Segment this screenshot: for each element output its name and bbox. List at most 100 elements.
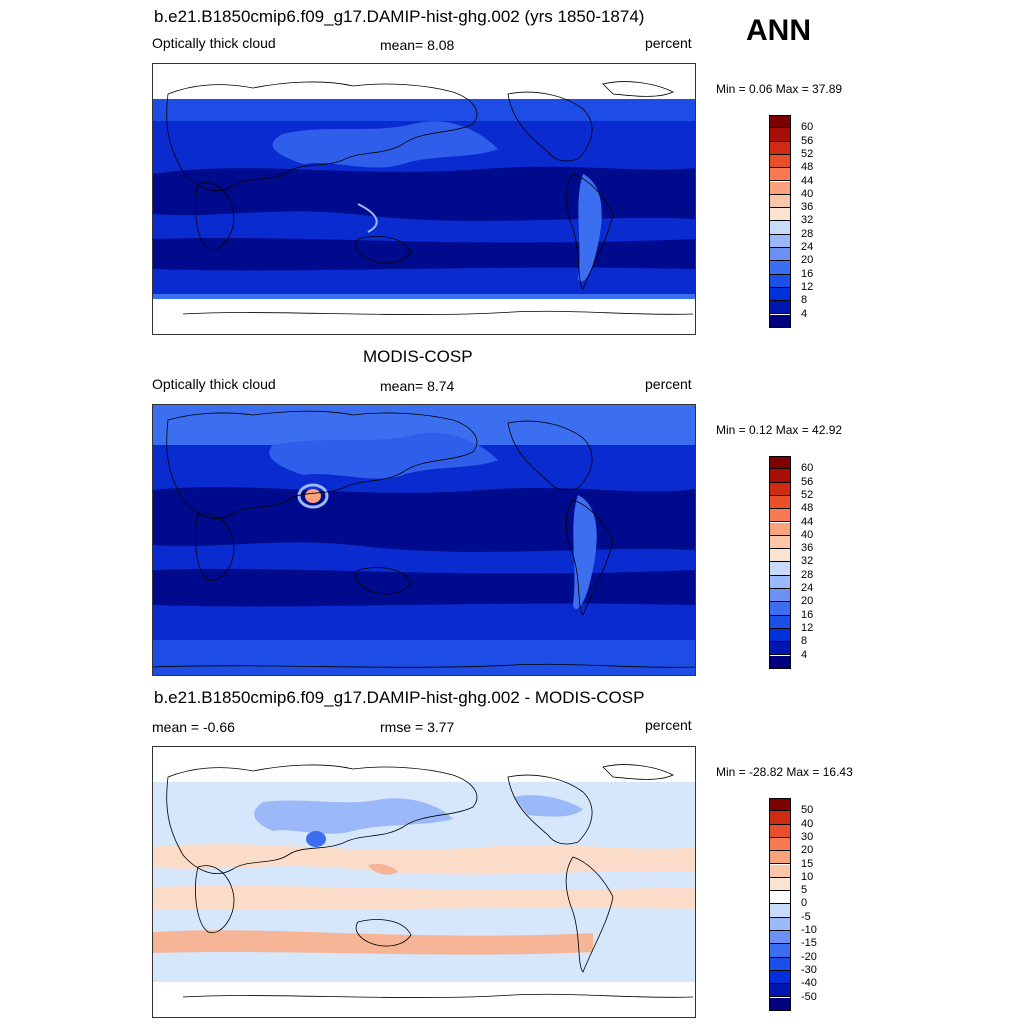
colorbar-swatch (769, 168, 791, 182)
colorbar-swatch (769, 181, 791, 195)
obs-field-hotspot (305, 489, 321, 503)
colorbar-tick-label: 60 (801, 462, 814, 475)
colorbar-swatch (769, 917, 791, 931)
colorbar-swatch (769, 984, 791, 998)
obs-field-asia (269, 433, 498, 479)
panel-model-minmax: Min = 0.06 Max = 37.89 (716, 82, 843, 96)
colorbar-tick-label: 30 (801, 830, 814, 843)
panel-obs-mean: mean= 8.74 (380, 378, 455, 394)
colorbar-swatch (769, 575, 791, 589)
colorbar-swatch (769, 837, 791, 852)
panel-diff-map (152, 746, 696, 1018)
colorbar-swatch (769, 891, 791, 905)
colorbar-tick-label: 44 (801, 515, 814, 528)
colorbar-swatch (769, 274, 791, 288)
colorbar-tick-label: 4 (801, 648, 808, 661)
diff-coastlines (166, 764, 694, 998)
colorbar-tick-label: 44 (801, 174, 814, 187)
colorbar-tick-label: 24 (801, 582, 814, 594)
colorbar-tick-label: -30 (801, 963, 817, 976)
colorbar-tick-label: 40 (801, 528, 814, 541)
colorbar-swatch (769, 261, 791, 275)
colorbar-tick-label: 60 (801, 121, 814, 134)
colorbar-swatch (769, 287, 791, 302)
colorbar-swatch (769, 115, 791, 129)
colorbar-swatch (769, 824, 791, 838)
colorbar-swatch (769, 615, 791, 629)
colorbar-tick-label: 52 (801, 147, 814, 160)
colorbar-tick-label: 20 (801, 595, 814, 608)
colorbar-tick-label: 20 (801, 254, 814, 267)
season-label: ANN (746, 14, 811, 47)
panel-model-units: percent (645, 35, 692, 51)
colorbar-tick-label: -40 (801, 977, 817, 990)
colorbar-swatch (769, 589, 791, 603)
panel-obs-variable: Optically thick cloud (152, 376, 276, 392)
colorbar-swatch (769, 495, 791, 510)
panel-obs-units: percent (645, 376, 692, 392)
colorbar-tick-label: 5 (801, 884, 808, 897)
colorbar-tick-label: 50 (801, 804, 814, 817)
panel-model-variable: Optically thick cloud (152, 35, 276, 51)
model-field-south (153, 237, 695, 271)
colorbar-swatch (769, 301, 791, 315)
colorbar-tick-label: 16 (801, 267, 814, 280)
colorbar-swatch (769, 642, 791, 656)
diff-field-tropics (153, 844, 695, 875)
colorbar-swatch (769, 154, 791, 169)
colorbar-swatch (769, 194, 791, 209)
panel-obs-map (152, 404, 696, 676)
colorbar-swatch (769, 522, 791, 536)
model-field-maritime (357, 203, 378, 233)
diff-field-hotspot (306, 831, 326, 847)
colorbar-tick-label: 24 (801, 241, 814, 253)
colorbar-tick-label: 28 (801, 568, 814, 581)
colorbar-tick-label: 56 (801, 134, 814, 147)
colorbar-tick-label: 8 (801, 635, 808, 648)
colorbar-tick-label: 8 (801, 294, 808, 307)
obs-field-subtropics (153, 487, 695, 552)
colorbar-frame (769, 115, 791, 328)
panel-diff-minmax: Min = -28.82 Max = 16.43 (716, 765, 853, 779)
colorbar-swatch (769, 469, 791, 483)
colorbar-tick-label: 15 (801, 857, 814, 870)
model-field-subtropics (153, 166, 695, 221)
colorbar-frame (769, 798, 791, 1011)
colorbar-swatch (769, 562, 791, 576)
colorbar-swatch (769, 248, 791, 262)
colorbar-swatch (769, 221, 791, 235)
colorbar-tick-label: -20 (801, 950, 817, 963)
diff-field-asia (254, 798, 453, 834)
diff-field-south (153, 930, 593, 955)
colorbar-tick-label: 52 (801, 488, 814, 501)
colorbar-tick-label: 12 (801, 280, 814, 293)
colorbar-tick-label: 32 (801, 214, 814, 227)
model-field-north (153, 99, 695, 121)
model-field-samerica (578, 174, 602, 282)
panel-diff-mean: mean = -0.66 (152, 719, 235, 735)
colorbar-tick-label: 32 (801, 555, 814, 568)
colorbar-tick-label: 20 (801, 844, 814, 857)
panel-obs-minmax: Min = 0.12 Max = 42.92 (716, 423, 843, 437)
colorbar-tick-label: 16 (801, 608, 814, 621)
panel-model-title: b.e21.B1850cmip6.f09_g17.DAMIP-hist-ghg.… (154, 7, 645, 26)
colorbar-swatch (769, 549, 791, 563)
colorbar-swatch (769, 957, 791, 971)
colorbar-tick-label: 36 (801, 201, 814, 214)
colorbar-tick-label: -15 (801, 937, 817, 950)
colorbar-tick-label: 56 (801, 475, 814, 488)
colorbar-tick-label: -50 (801, 990, 817, 1003)
obs-field-samerica (573, 495, 597, 610)
colorbar-swatch (769, 970, 791, 985)
colorbar-swatch (769, 208, 791, 222)
panel-diff-rmse: rmse = 3.77 (380, 719, 455, 735)
colorbar-swatch (769, 811, 791, 825)
model-coastlines (166, 81, 694, 315)
colorbar-tick-label: 36 (801, 542, 814, 555)
colorbar-swatch (769, 628, 791, 643)
colorbar-frame (769, 456, 791, 669)
panel-model-mean: mean= 8.08 (380, 37, 455, 53)
obs-coastlines (153, 410, 695, 668)
panel-obs-title: MODIS-COSP (363, 347, 473, 366)
colorbar-tick-label: 48 (801, 502, 814, 515)
